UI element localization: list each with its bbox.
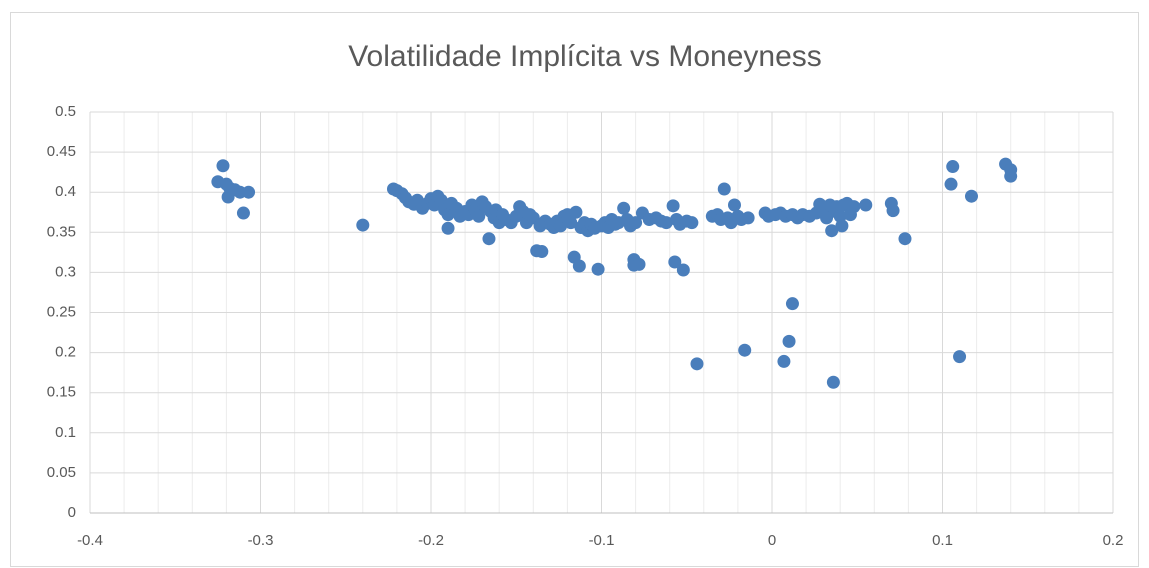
point — [946, 160, 960, 174]
point — [356, 218, 370, 232]
point — [944, 177, 958, 191]
point — [441, 221, 455, 235]
y-tick-label: 0.4 — [55, 183, 76, 200]
y-tick-label: 0.2 — [55, 344, 76, 361]
x-tick-label: -0.2 — [418, 532, 444, 549]
point — [898, 232, 912, 246]
point — [216, 159, 230, 173]
point — [564, 216, 578, 230]
point — [569, 205, 583, 219]
point — [236, 206, 250, 220]
x-tick-label: 0.2 — [1103, 532, 1124, 549]
point — [953, 350, 967, 364]
point — [835, 219, 849, 233]
point — [535, 245, 549, 259]
point — [629, 216, 643, 230]
y-tick-label: 0.15 — [47, 384, 76, 401]
point — [833, 209, 847, 223]
point — [617, 201, 631, 215]
point — [782, 334, 796, 348]
y-tick-label: 0.05 — [47, 464, 76, 481]
point — [242, 185, 256, 199]
x-tick-label: -0.4 — [77, 532, 103, 549]
point — [777, 354, 791, 368]
point — [572, 259, 586, 273]
point — [659, 216, 673, 230]
point — [632, 257, 646, 271]
point — [847, 200, 861, 214]
y-tick-label: 0.45 — [47, 143, 76, 160]
y-tick-label: 0.25 — [47, 303, 76, 320]
point — [717, 182, 731, 196]
chart-border — [10, 12, 1139, 567]
point — [676, 263, 690, 277]
y-tick-label: 0.5 — [55, 103, 76, 120]
point — [1004, 169, 1018, 183]
point — [685, 216, 699, 230]
y-tick-label: 0.35 — [47, 223, 76, 240]
y-tick-label: 0.3 — [55, 263, 76, 280]
chart-title: Volatilidade Implícita vs Moneyness — [348, 40, 822, 73]
point — [727, 198, 741, 212]
x-tick-label: 0 — [768, 532, 776, 549]
point — [825, 224, 839, 238]
x-tick-label: 0.1 — [932, 532, 953, 549]
point — [482, 232, 496, 246]
x-tick-label: -0.3 — [248, 532, 274, 549]
point — [785, 297, 799, 311]
point — [741, 211, 755, 225]
point — [472, 209, 486, 223]
point — [690, 357, 704, 371]
point — [591, 262, 605, 276]
point — [738, 343, 752, 357]
point — [886, 204, 900, 218]
point — [964, 189, 978, 203]
point — [666, 199, 680, 213]
point — [826, 375, 840, 389]
point — [859, 198, 873, 212]
x-tick-label: -0.1 — [589, 532, 615, 549]
y-tick-label: 0.1 — [55, 424, 76, 441]
y-tick-label: 0 — [68, 504, 76, 521]
point — [668, 255, 682, 269]
